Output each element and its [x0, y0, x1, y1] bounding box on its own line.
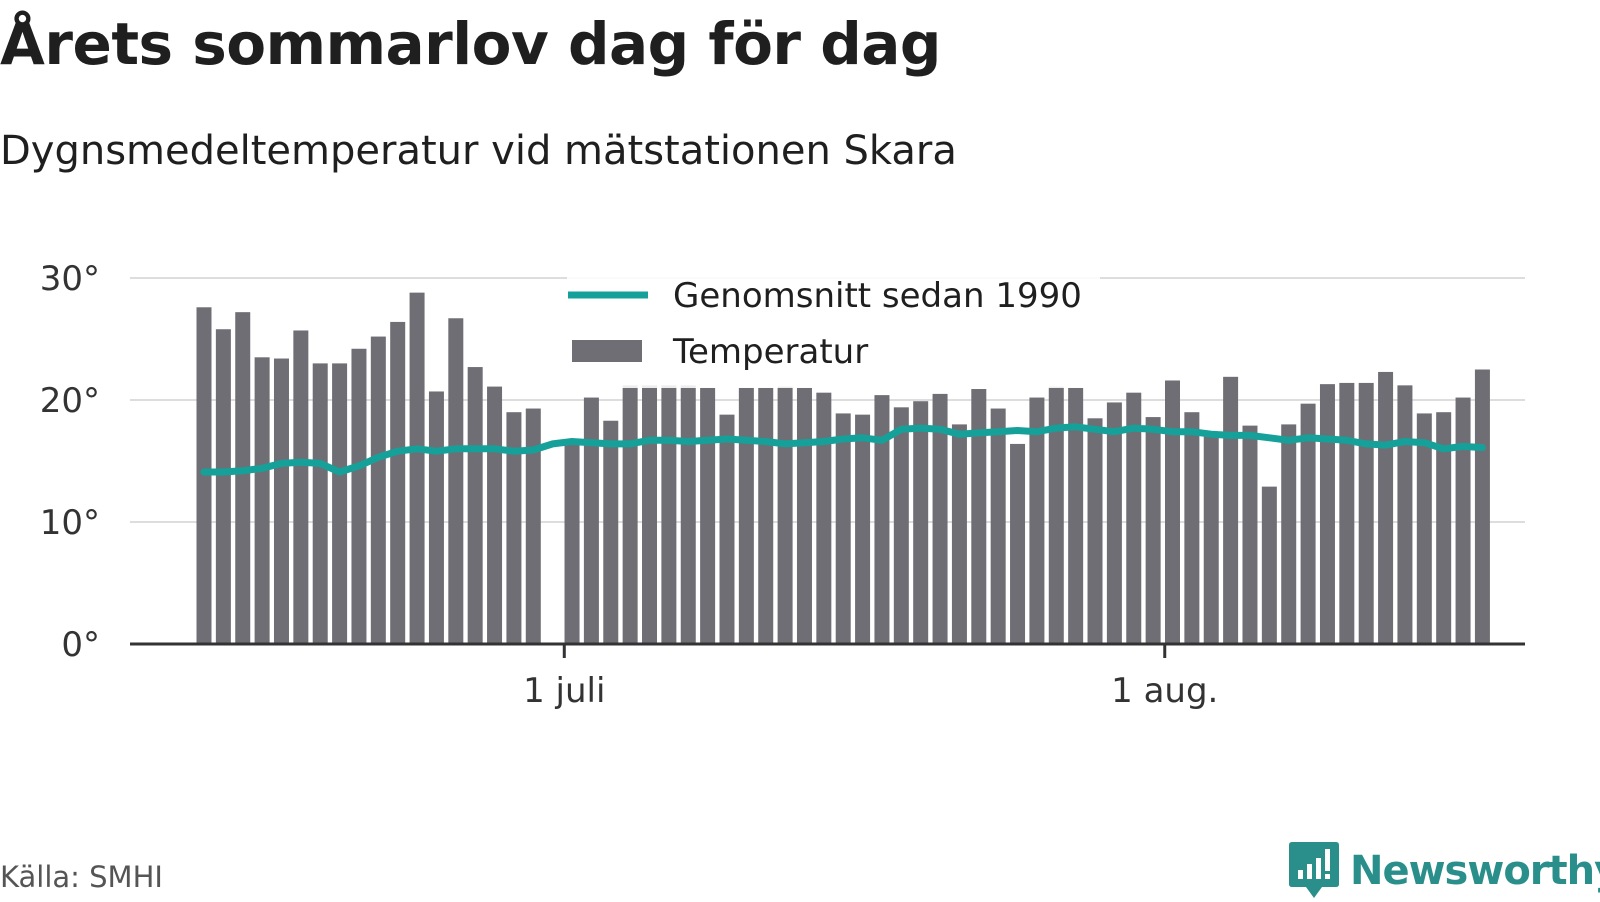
temperature-bar: [215, 329, 231, 644]
temperature-bar: [1223, 376, 1239, 644]
temperature-bar: [1474, 369, 1490, 644]
average-series-line: [200, 423, 1486, 476]
temperature-bar: [796, 387, 812, 644]
brand-logo: Newsworthy: [1288, 840, 1600, 902]
temperature-bar: [254, 357, 270, 644]
temperature-bar: [622, 385, 638, 644]
temperature-bar: [1165, 380, 1180, 644]
temperature-bar: [603, 420, 619, 644]
temperature-bar: [1242, 425, 1258, 644]
chart-title: Årets sommarlov dag för dag: [0, 10, 941, 78]
temperature-bar: [370, 336, 386, 644]
y-axis-ticks: 0° 10° 20° 30°: [40, 259, 100, 665]
temperature-bar: [1010, 443, 1026, 644]
temperature-bar: [506, 412, 522, 644]
temperature-bar: [487, 386, 503, 644]
temperature-bar: [1455, 397, 1471, 644]
temperature-bar: [951, 424, 967, 644]
temperature-bar: [1261, 486, 1277, 644]
x-tick-label: 1 aug.: [1111, 671, 1218, 711]
temperature-bar: [448, 318, 464, 644]
temperature-bar: [196, 307, 212, 644]
source-note: Källa: SMHI: [0, 860, 163, 894]
temperature-bar: [990, 408, 1006, 644]
temperature-bar: [1378, 371, 1394, 644]
temperature-bar: [351, 348, 367, 644]
temperature-bar: [332, 363, 348, 644]
temperature-bar: [1281, 424, 1297, 644]
temperature-bar: [1339, 382, 1355, 644]
temperature-bar: [855, 414, 871, 644]
temperature-bar: [1068, 387, 1084, 644]
temperature-bar: [583, 397, 599, 644]
temperature-bar: [893, 407, 909, 644]
legend-label-temperature: Temperatur: [672, 332, 868, 372]
temperature-bar: [1029, 397, 1045, 644]
brand-name: Newsworthy: [1350, 848, 1600, 894]
temperature-bar: [1436, 412, 1452, 644]
temperature-bar: [273, 358, 289, 644]
temperature-bar: [642, 385, 658, 644]
temperature-bar: [932, 393, 948, 644]
temperature-bar: [1319, 384, 1335, 644]
temperature-bar: [816, 392, 832, 644]
y-tick-label: 20°: [40, 381, 100, 421]
x-tick-label: 1 juli: [523, 671, 605, 711]
temperature-bar: [525, 408, 541, 644]
temperature-bar: [758, 387, 774, 644]
temperature-bar: [874, 395, 890, 644]
temperature-bar: [1087, 418, 1103, 644]
temperature-bar: [467, 367, 483, 644]
y-tick-label: 10°: [40, 503, 100, 543]
temperature-bar: [661, 385, 677, 644]
temperature-bar: [1106, 402, 1122, 644]
temperature-bar: [409, 292, 425, 644]
legend: Genomsnitt sedan 1990 Temperatur: [567, 270, 1100, 388]
temperature-bar: [835, 413, 851, 644]
chart-subtitle: Dygnsmedeltemperatur vid mätstationen Sk…: [0, 128, 957, 174]
temperature-bar: [738, 387, 754, 644]
temperature-bar: [913, 401, 929, 644]
newsworthy-logo-icon: [1289, 842, 1339, 898]
temperature-bar: [1145, 417, 1161, 644]
legend-background: [567, 270, 1100, 388]
temperature-bar: [1358, 382, 1374, 644]
y-tick-label: 30°: [40, 259, 100, 299]
temperature-bar: [719, 414, 735, 644]
temperature-bars: [196, 292, 1490, 644]
temperature-bar: [1048, 386, 1064, 644]
temperature-bar: [1126, 392, 1142, 644]
temperature-bar: [428, 391, 444, 644]
temperature-chart: 0° 10° 20° 30° 1 juli 1 aug. Genomsnitt seda…: [40, 259, 1525, 711]
temperature-bar: [777, 386, 793, 644]
average-line: [200, 423, 1486, 476]
temperature-bar: [564, 441, 580, 644]
y-tick-label: 0°: [61, 625, 100, 665]
legend-bar-swatch: [572, 340, 642, 362]
temperature-bar: [235, 312, 251, 644]
temperature-bar: [971, 389, 987, 644]
x-axis: 1 juli 1 aug.: [130, 642, 1525, 711]
temperature-bar: [700, 387, 716, 644]
temperature-bar: [390, 321, 406, 644]
temperature-bar: [680, 385, 696, 644]
temperature-bar: [1300, 403, 1316, 644]
temperature-bar: [312, 363, 328, 644]
temperature-bar: [293, 330, 309, 644]
temperature-bar: [1184, 412, 1200, 644]
temperature-bar: [1203, 435, 1219, 644]
legend-label-average: Genomsnitt sedan 1990: [673, 276, 1082, 316]
temperature-bar: [1397, 385, 1413, 644]
temperature-bar: [1416, 413, 1432, 644]
